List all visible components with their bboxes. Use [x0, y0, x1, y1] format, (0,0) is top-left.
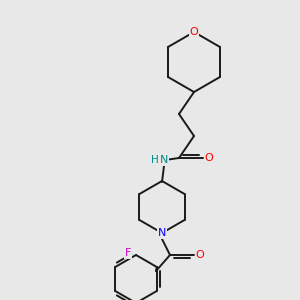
- Text: H: H: [151, 155, 159, 165]
- Text: F: F: [125, 248, 131, 258]
- Text: O: O: [190, 27, 198, 37]
- Text: O: O: [205, 153, 213, 163]
- Text: N: N: [158, 228, 166, 238]
- Text: N: N: [160, 155, 168, 165]
- Text: O: O: [196, 250, 204, 260]
